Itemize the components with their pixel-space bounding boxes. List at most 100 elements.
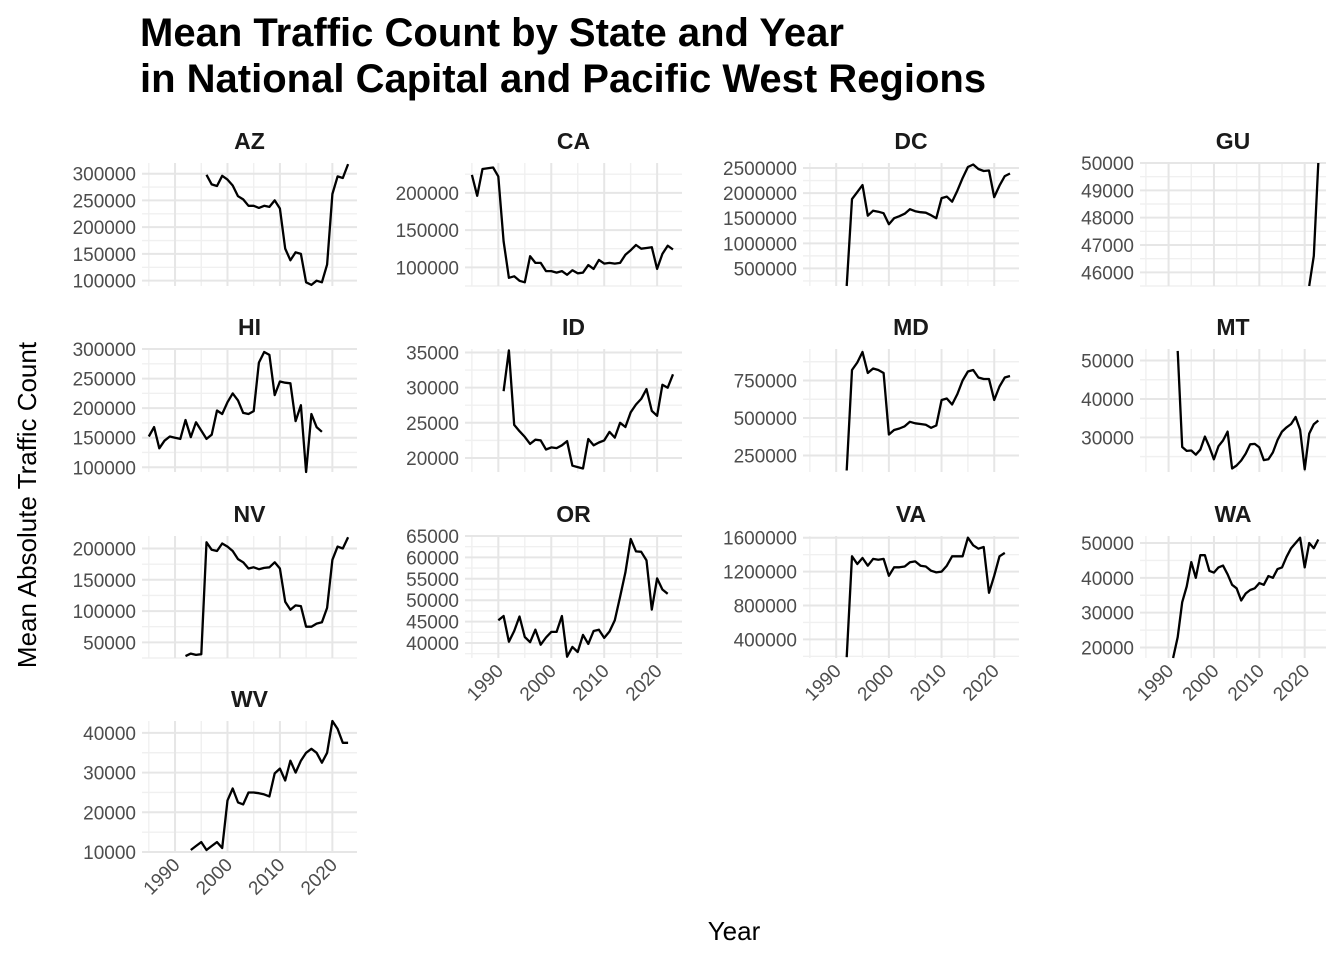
y-tick-label: 200000 — [73, 218, 136, 239]
facet-label-gu: GU — [1216, 128, 1251, 154]
y-tick-label: 500000 — [734, 259, 797, 280]
series-line-md — [845, 350, 1011, 471]
facet-az: AZ 100000 150000 200000 250000 300000 — [73, 128, 357, 293]
y-tick-label: 1600000 — [723, 529, 797, 550]
series-line-dc — [845, 163, 1011, 287]
y-tick-label: 100000 — [73, 272, 136, 293]
x-tick-label: 2010 — [245, 855, 290, 900]
facet-gu: GU 46000 47000 48000 49000 50000 — [1081, 128, 1326, 287]
facet-dc: DC 500000 1000000 1500000 2000000 2500000 — [723, 128, 1019, 287]
y-tick-label: 300000 — [73, 340, 136, 361]
facet-label-dc: DC — [894, 128, 927, 154]
y-tick-label: 800000 — [734, 596, 797, 617]
x-tick-label: 1990 — [1133, 661, 1178, 706]
y-tick-label: 150000 — [73, 429, 136, 450]
facet-label-wv: WV — [231, 686, 269, 712]
y-tick-label: 150000 — [73, 245, 136, 266]
y-tick-label: 150000 — [396, 221, 459, 242]
series-line-va — [845, 536, 1006, 658]
series-line-ca — [470, 166, 674, 284]
x-tick-label: 2010 — [1224, 661, 1269, 706]
y-tick-label: 60000 — [406, 548, 459, 569]
facet-label-az: AZ — [234, 128, 265, 154]
facet-ca: CA 100000 150000 200000 — [396, 128, 682, 287]
y-tick-label: 500000 — [734, 409, 797, 430]
y-tick-label: 49000 — [1081, 181, 1134, 202]
facet-hi: HI 100000 150000 200000 250000 300000 — [73, 314, 357, 479]
y-tick-label: 2000000 — [723, 184, 797, 205]
x-tick-label: 2020 — [959, 661, 1004, 706]
x-tick-label: 2020 — [622, 661, 667, 706]
facet-label-wa: WA — [1214, 501, 1251, 527]
y-tick-label: 50000 — [1081, 352, 1134, 373]
y-tick-label: 200000 — [73, 399, 136, 420]
series-line-or — [497, 537, 669, 658]
y-tick-label: 50000 — [1081, 534, 1134, 555]
facet-panels: AZ 100000 150000 200000 250000 300000 CA 100000… — [73, 128, 1326, 899]
facet-mt: MT 30000 40000 50000 — [1081, 314, 1326, 472]
x-tick-label: 2000 — [1179, 661, 1224, 706]
y-tick-label: 20000 — [406, 449, 459, 470]
y-tick-label: 20000 — [1081, 639, 1134, 660]
y-tick-label: 10000 — [83, 843, 136, 864]
y-tick-label: 45000 — [406, 613, 459, 634]
y-tick-label: 20000 — [83, 803, 136, 824]
y-tick-label: 1200000 — [723, 563, 797, 584]
y-tick-label: 250000 — [73, 191, 136, 212]
y-tick-label: 100000 — [396, 258, 459, 279]
x-tick-label: 1990 — [140, 855, 185, 900]
y-tick-label: 1000000 — [723, 234, 797, 255]
facet-label-va: VA — [896, 501, 926, 527]
y-tick-label: 400000 — [734, 630, 797, 651]
facet-wa: WA 20000 30000 40000 50000 1990 2000 2010 2020 — [1081, 501, 1326, 705]
x-tick-label: 2020 — [297, 855, 342, 900]
facet-label-md: MD — [893, 314, 929, 340]
y-tick-label: 55000 — [406, 570, 459, 591]
x-axis-title: Year — [708, 916, 761, 946]
series-line-mt — [1176, 350, 1320, 471]
y-tick-label: 30000 — [83, 764, 136, 785]
y-tick-label: 100000 — [73, 458, 136, 479]
x-tick-label: 1990 — [463, 661, 508, 706]
y-tick-label: 25000 — [406, 414, 459, 435]
facet-label-or: OR — [556, 501, 591, 527]
x-tick-label: 2000 — [516, 661, 561, 706]
y-tick-label: 40000 — [1081, 569, 1134, 590]
y-tick-label: 100000 — [73, 602, 136, 623]
x-tick-label: 2000 — [854, 661, 899, 706]
y-tick-label: 40000 — [83, 724, 136, 745]
y-tick-label: 200000 — [396, 184, 459, 205]
y-tick-label: 300000 — [73, 165, 136, 186]
y-tick-label: 65000 — [406, 527, 459, 548]
y-tick-label: 250000 — [73, 370, 136, 391]
x-tick-label: 2020 — [1269, 661, 1314, 706]
facet-label-mt: MT — [1216, 314, 1249, 340]
facet-label-nv: NV — [234, 501, 267, 527]
facet-va: VA 400000 800000 1200000 1600000 1990 2000 2010… — [723, 501, 1019, 705]
y-tick-label: 250000 — [734, 447, 797, 468]
series-line-wa — [1171, 536, 1320, 659]
x-tick-label: 2000 — [192, 855, 237, 900]
facet-label-id: ID — [562, 314, 585, 340]
y-tick-label: 50000 — [83, 633, 136, 654]
series-line-id — [502, 349, 675, 470]
y-tick-label: 40000 — [406, 634, 459, 655]
facet-md: MD 250000 500000 750000 — [734, 314, 1019, 472]
chart-title-line-2: in National Capital and Pacific West Reg… — [140, 57, 986, 101]
y-tick-label: 30000 — [1081, 428, 1134, 449]
y-tick-label: 48000 — [1081, 209, 1134, 230]
y-tick-label: 150000 — [73, 571, 136, 592]
y-tick-label: 40000 — [1081, 390, 1134, 411]
series-line-az — [205, 163, 350, 287]
y-tick-label: 1500000 — [723, 209, 797, 230]
y-tick-label: 2500000 — [723, 159, 797, 180]
y-tick-label: 200000 — [73, 540, 136, 561]
series-line-gu — [1308, 162, 1320, 287]
facet-id: ID 20000 25000 30000 35000 — [406, 314, 682, 472]
y-tick-label: 30000 — [1081, 604, 1134, 625]
y-tick-label: 50000 — [1081, 154, 1134, 175]
y-tick-label: 50000 — [406, 591, 459, 612]
facet-wv: WV 10000 20000 30000 40000 1990 2000 2010 2020 — [83, 686, 357, 899]
